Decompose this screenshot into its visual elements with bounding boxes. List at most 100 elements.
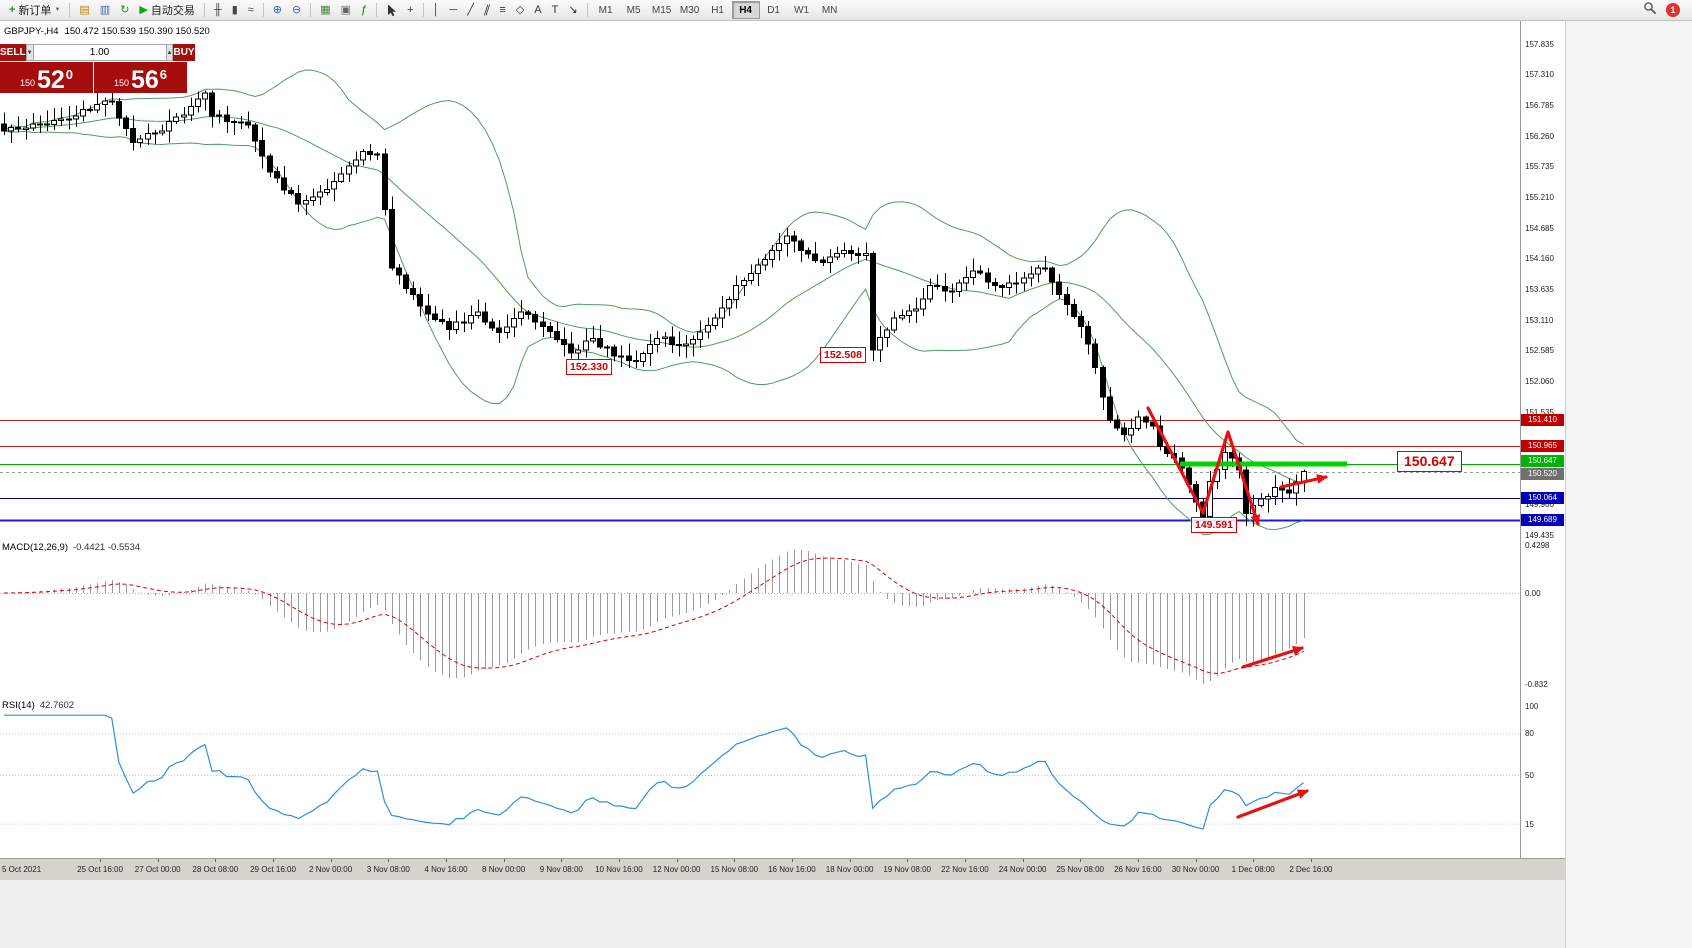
new-order-icon: +	[9, 3, 16, 16]
search-icon[interactable]	[1643, 1, 1657, 20]
bar-chart-type-icon-glyph: ╫	[213, 3, 222, 16]
zoom-out-icon[interactable]: ⊖	[288, 1, 305, 20]
timeframe-h1-button[interactable]: H1	[711, 4, 724, 16]
price-annotation[interactable]: 149.591	[1191, 517, 1237, 533]
time-axis-label: 22 Nov 16:00	[941, 865, 989, 874]
text-icon[interactable]: A	[530, 1, 545, 20]
sell-button[interactable]: SELL	[0, 44, 26, 61]
rsi-label: RSI(14) 42.7602	[2, 700, 74, 711]
arrow-tool-icon-glyph: ↘	[568, 3, 578, 16]
profiles-icon[interactable]: ▥	[96, 1, 114, 20]
timeframe-m15-button[interactable]: M15	[651, 4, 672, 16]
shapes-icon[interactable]: ◇	[512, 1, 528, 20]
toolbar-separator	[586, 3, 588, 17]
channel-icon[interactable]: ∥	[480, 1, 494, 20]
cursor-icon[interactable]	[382, 1, 401, 20]
candle-chart-type-icon[interactable]: ▮	[228, 1, 242, 20]
volume-input[interactable]	[33, 44, 166, 61]
time-tick	[1311, 859, 1312, 862]
buy-price-display[interactable]: 150 56 6	[94, 62, 187, 93]
timeframe-m5-button[interactable]: M5	[626, 4, 641, 16]
vertical-line-icon[interactable]: │	[429, 1, 444, 20]
macd-axis[interactable]: 0.4298 0.00 -0.832	[1521, 538, 1565, 696]
trend-arrow[interactable]	[1241, 645, 1304, 669]
autotrading-button[interactable]: ▶ 自动交易	[135, 1, 198, 20]
symbol-timeframe: GBPJPY-,H4	[4, 26, 59, 37]
time-axis-label: 8 Nov 00:00	[482, 865, 526, 874]
play-icon: ▶	[139, 3, 148, 16]
horizontal-line-icon[interactable]: ─	[445, 1, 461, 20]
price-axis-label: 149.960	[1525, 499, 1554, 509]
timeframe-w1-button[interactable]: W1	[794, 4, 810, 16]
trend-arrow[interactable]	[1279, 474, 1328, 489]
candles	[1, 89, 1307, 527]
macd-label: MACD(12,26,9) -0.4421 -0.5534	[2, 542, 140, 553]
time-axis-label: 25 Oct 16:00	[77, 865, 123, 874]
volume-down-button[interactable]: ▼	[25, 44, 34, 61]
arrow-tool-icon[interactable]: ↘	[564, 1, 581, 20]
refresh-icon-glyph: ↻	[120, 3, 130, 16]
line-chart-type-icon-glyph: ≈	[247, 3, 254, 16]
candlestick-chart[interactable]	[0, 21, 1520, 538]
bar-chart-type-icon[interactable]: ╫	[210, 1, 226, 20]
tile-windows-icon[interactable]: ▦	[316, 1, 334, 20]
time-tick	[792, 859, 793, 862]
toolbar-right-group: 1	[1643, 1, 1688, 20]
trend-arrow[interactable]	[1146, 406, 1260, 526]
timeframe-m30-button[interactable]: M30	[679, 4, 700, 16]
macd-histogram	[11, 549, 1305, 684]
price-axis-label: 156.785	[1525, 100, 1554, 110]
one-click-trading-panel: SELL ▼ ▲ BUY 150 52 0 150 56 6	[0, 44, 195, 93]
trend-arrow[interactable]	[1236, 789, 1309, 819]
price-axis[interactable]: 157.835 157.310 156.785 156.260 155.735 155.2…	[1521, 21, 1565, 538]
time-tick	[734, 859, 735, 862]
bollinger-middle-band[interactable]	[3, 116, 1304, 484]
time-tick	[446, 859, 447, 862]
timeframe-m1-button[interactable]: M1	[598, 4, 613, 16]
timeframe-h4-button[interactable]: H4	[731, 1, 760, 19]
time-axis[interactable]: 5 Oct 2021 25 Oct 16:00 27 Oct 00:00 28 Oct…	[0, 858, 1565, 880]
volume-up-button[interactable]: ▲	[165, 44, 174, 61]
time-tick	[215, 859, 216, 862]
price-annotation[interactable]: 152.330	[566, 359, 612, 375]
price-axis-label: 152.585	[1525, 346, 1554, 356]
bollinger-upper-band[interactable]	[3, 69, 1304, 445]
new-order-button[interactable]: + 新订单 ▼	[5, 1, 64, 20]
price-axis-label: 154.685	[1525, 223, 1554, 233]
time-tick	[504, 859, 505, 862]
timeframe-d1-button[interactable]: D1	[767, 4, 780, 16]
timeframe-mn-button[interactable]: MN	[821, 4, 838, 16]
price-axis-label: 153.110	[1525, 315, 1554, 325]
rsi-axis[interactable]: 100 80 50 15	[1521, 696, 1565, 858]
zoom-in-icon-glyph: ⊕	[272, 3, 283, 16]
charts-toolbar-icon[interactable]: ▤	[75, 1, 93, 20]
trendline-icon[interactable]: ╱	[463, 1, 478, 20]
zoom-in-icon[interactable]: ⊕	[269, 1, 286, 20]
notification-badge[interactable]: 1	[1666, 3, 1680, 17]
time-axis-label: 28 Oct 08:00	[192, 865, 239, 874]
price-axis-label: 157.310	[1525, 70, 1554, 80]
toolbar-separator	[422, 3, 424, 17]
macd-panel[interactable]: MACD(12,26,9) -0.4421 -0.5534 0.4298 0.00 -…	[0, 538, 1565, 697]
text-label-icon[interactable]: T	[548, 1, 563, 20]
main-chart-panel[interactable]: GBPJPY-,H4 150.472 150.539 150.390 150.52…	[0, 21, 1565, 539]
buy-button[interactable]: BUY	[173, 44, 195, 61]
crosshair-icon[interactable]: +	[403, 1, 417, 20]
window-background-right	[1565, 21, 1692, 948]
rsi-chart[interactable]	[0, 696, 1520, 858]
macd-values: -0.4421 -0.5534	[73, 542, 141, 553]
bollinger-lower-band[interactable]	[3, 130, 1304, 536]
channel-icon-glyph: ∥	[482, 3, 492, 16]
rsi-panel[interactable]: RSI(14) 42.7602 100 80 50 15	[0, 696, 1565, 859]
line-chart-type-icon[interactable]: ≈	[244, 1, 258, 20]
macd-chart[interactable]	[0, 538, 1520, 696]
text-label-icon-glyph: T	[551, 3, 559, 16]
indicators-list-icon[interactable]: ƒ	[357, 1, 371, 20]
refresh-icon[interactable]: ↻	[116, 1, 133, 20]
price-annotation[interactable]: 150.647	[1397, 451, 1462, 472]
buy-price-pips: 56	[130, 66, 159, 94]
sell-price-display[interactable]: 150 52 0	[0, 62, 93, 93]
fibonacci-icon[interactable]: ≡	[495, 1, 509, 20]
price-annotation[interactable]: 152.508	[820, 347, 866, 363]
data-window-icon[interactable]: ▣	[337, 1, 355, 20]
